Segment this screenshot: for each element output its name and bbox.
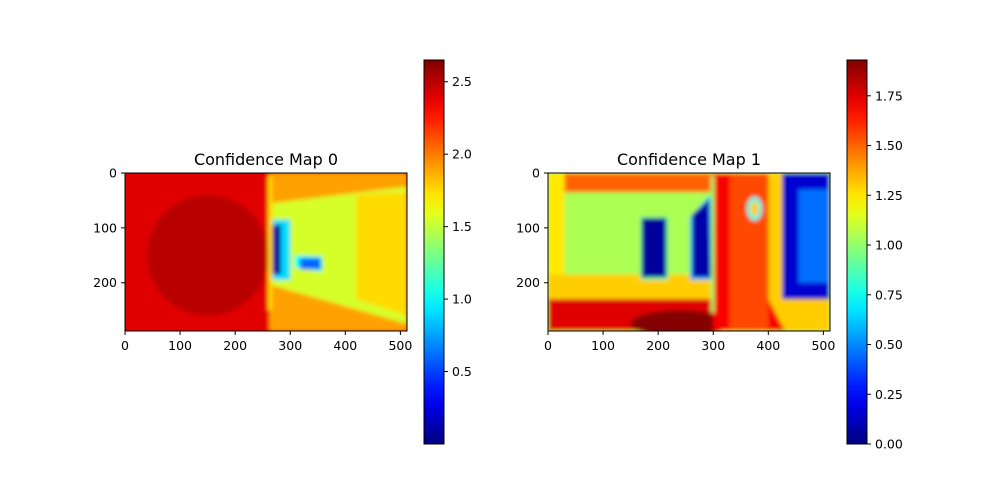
colorbar: 0.5 1.0 1.5 2.0 2.5	[423, 59, 472, 445]
chart-title: Confidence Map 1	[617, 150, 761, 169]
x-tick-label: 300	[278, 338, 302, 353]
panel-1: Confidence Map 1 0 100 200 300 400 500 0 100 200 0…	[516, 59, 903, 452]
colorbar-tick-label: 1.50	[875, 138, 903, 153]
axes-frame	[547, 172, 831, 332]
heatmap-region	[300, 258, 322, 270]
heatmap-region	[147, 194, 269, 316]
colorbar-tick-label: 2.5	[452, 74, 472, 89]
colorbar-tick-label: 0.50	[875, 337, 903, 352]
axes-frame	[124, 172, 408, 332]
heatmap-image	[548, 173, 830, 331]
heatmap-region	[729, 173, 769, 331]
x-tick-label: 0	[121, 338, 129, 353]
heatmap-region	[268, 175, 272, 311]
x-tick-label: 100	[168, 338, 192, 353]
heatmap-region	[692, 199, 712, 278]
x-tick-label: 100	[591, 338, 615, 353]
heatmap-region	[750, 200, 759, 217]
colorbar-tick-label: 1.5	[452, 219, 472, 234]
colorbar-frame	[846, 59, 868, 445]
x-tick-label: 500	[388, 338, 412, 353]
y-tick-label: 100	[93, 220, 117, 235]
x-tick-label: 400	[333, 338, 357, 353]
x-tick-label: 0	[544, 338, 552, 353]
heatmap-region	[630, 310, 730, 331]
y-tick-label: 100	[516, 220, 540, 235]
colorbar-tick-label: 2.0	[452, 147, 472, 162]
y-tick-label: 200	[93, 275, 117, 290]
colorbar-tick-label: 0.25	[875, 387, 903, 402]
colorbar-tick-label: 0.75	[875, 287, 903, 302]
colorbar-tick-label: 1.0	[452, 292, 472, 307]
x-tick-label: 400	[756, 338, 780, 353]
y-tick-label: 200	[516, 275, 540, 290]
heatmap-region	[641, 217, 667, 278]
colorbar-tick-label: 1.00	[875, 238, 903, 253]
x-tick-label: 200	[223, 338, 247, 353]
x-tick-label: 500	[811, 338, 835, 353]
colorbar-gradient	[424, 60, 444, 444]
heatmap-region	[272, 225, 281, 275]
colorbar: 0.00 0.25 0.50 0.75 1.00 1.25 1.50 1.75	[846, 59, 903, 452]
colorbar-tick-label: 1.25	[875, 188, 903, 203]
heatmap-region	[356, 192, 407, 316]
x-tick-label: 300	[701, 338, 725, 353]
y-tick-label: 0	[532, 166, 540, 181]
panel-0: Confidence Map 0 0 100 200 300 400 500 0 100 200 0…	[93, 59, 472, 445]
x-tick-label: 200	[646, 338, 670, 353]
heatmap-region	[711, 175, 715, 313]
heatmap-image	[125, 173, 407, 331]
colorbar-tick-label: 0.00	[875, 437, 903, 452]
colorbar-frame	[423, 59, 445, 445]
colorbar-tick-label: 1.75	[875, 88, 903, 103]
colorbar-gradient	[847, 60, 867, 444]
y-tick-label: 0	[109, 166, 117, 181]
heatmap-region	[798, 189, 829, 283]
chart-title: Confidence Map 0	[194, 150, 338, 169]
colorbar-tick-label: 0.5	[452, 364, 472, 379]
